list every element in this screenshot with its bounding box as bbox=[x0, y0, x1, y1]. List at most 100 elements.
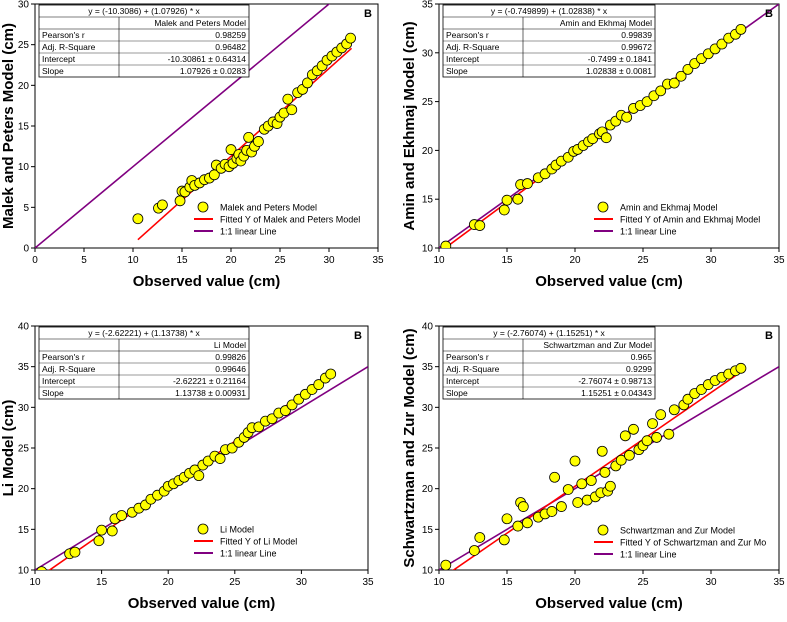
stats-row-label: Slope bbox=[42, 66, 64, 76]
data-point bbox=[69, 546, 81, 558]
y-tick-label: 15 bbox=[18, 122, 30, 133]
data-point bbox=[655, 85, 667, 97]
x-tick-label: 15 bbox=[501, 255, 513, 266]
data-point bbox=[655, 409, 667, 421]
chart-panel-2: 10 15 20 25 30 35 10 15 20 25 30 35 Observed value (… bbox=[401, 0, 785, 290]
y-tick-label: 25 bbox=[18, 444, 30, 455]
legend-label: 1:1 linear Line bbox=[220, 227, 277, 237]
stats-row-value: -0.7499 ± 0.1841 bbox=[588, 54, 652, 64]
data-point bbox=[647, 418, 658, 430]
data-point bbox=[556, 501, 567, 512]
y-tick-label: 10 bbox=[18, 566, 30, 577]
legend-label: Fitted Y of Li Model bbox=[220, 537, 297, 547]
stats-row-label: Intercept bbox=[42, 376, 76, 386]
legend-marker-points bbox=[597, 524, 609, 536]
stats-table: y = (-0.749899) + (1.02838) * x Amin and … bbox=[442, 4, 656, 78]
data-point bbox=[604, 480, 616, 492]
data-point bbox=[615, 454, 627, 466]
data-point bbox=[569, 455, 581, 467]
stats-model-name: Schwartzman and Zur Model bbox=[543, 340, 652, 350]
x-tick-label: 30 bbox=[323, 255, 335, 266]
chart-panel-4: 10 15 20 25 30 35 10 15 20 25 30 35 40 Observed value… bbox=[401, 322, 785, 613]
x-axis-title: Observed value (cm) bbox=[133, 273, 281, 290]
data-point bbox=[214, 453, 226, 464]
y-tick-label: 30 bbox=[18, 403, 30, 414]
x-tick-label: 25 bbox=[274, 255, 286, 266]
legend: Li Model Fitted Y of Li Model 1:1 linear L… bbox=[194, 523, 297, 559]
data-point bbox=[302, 77, 313, 89]
data-point bbox=[325, 368, 337, 380]
identity-line bbox=[35, 4, 331, 248]
y-axis-title: Malek and Peters Model (cm) bbox=[0, 23, 17, 229]
data-point bbox=[628, 423, 639, 435]
legend-label: Fitted Y of Schwartzman and Zur Mo bbox=[620, 538, 766, 548]
stats-row-value: 0.99672 bbox=[621, 42, 652, 52]
x-tick-label: 20 bbox=[163, 577, 175, 588]
chart-panel-3: 10 15 20 25 30 35 10 15 20 25 30 35 40 Observed value… bbox=[0, 322, 374, 613]
data-point bbox=[682, 63, 694, 75]
stats-equation: y = (-0.749899) + (1.02838) * x bbox=[491, 6, 608, 16]
stats-table: y = (-2.76074) + (1.15251) * x Schwartzma… bbox=[442, 326, 656, 400]
x-tick-label: 10 bbox=[433, 255, 445, 266]
data-point bbox=[498, 204, 510, 216]
y-tick-label: 25 bbox=[422, 444, 434, 455]
stats-table: y = (-2.62221) + (1.13738) * x Li Model Pe… bbox=[38, 326, 250, 400]
data-point bbox=[156, 199, 168, 211]
y-tick-label: 30 bbox=[422, 403, 434, 414]
stats-row-label: Adj. R-Square bbox=[446, 364, 500, 374]
data-point bbox=[106, 525, 118, 537]
data-point bbox=[282, 93, 294, 105]
data-point bbox=[641, 96, 653, 107]
x-axis-title: Observed value (cm) bbox=[535, 273, 683, 290]
stats-row-value: 0.965 bbox=[631, 352, 653, 362]
stats-row-value: 1.13738 ± 0.00931 bbox=[175, 388, 246, 398]
data-point bbox=[651, 432, 662, 443]
data-point bbox=[668, 77, 680, 89]
y-tick-label: 10 bbox=[18, 162, 30, 173]
y-tick-label: 35 bbox=[422, 362, 434, 373]
legend-label: Malek and Peters Model bbox=[220, 203, 317, 213]
y-tick-label: 10 bbox=[422, 566, 434, 577]
stats-row-label: Slope bbox=[446, 388, 468, 398]
data-point bbox=[116, 510, 127, 521]
panel-letter: B bbox=[354, 330, 362, 342]
x-axis-title: Observed value (cm) bbox=[128, 595, 276, 612]
y-axis-title: Schwartzman and Zur Model (cm) bbox=[401, 328, 418, 567]
data-point bbox=[668, 404, 680, 416]
stats-row-label: Adj. R-Square bbox=[42, 42, 96, 52]
stats-row-value: 0.96482 bbox=[215, 42, 246, 52]
y-tick-label: 15 bbox=[422, 525, 434, 536]
fitted-line bbox=[137, 47, 353, 241]
data-point bbox=[174, 195, 186, 207]
stats-row-value: 0.9299 bbox=[626, 364, 652, 374]
panel-letter: B bbox=[765, 330, 773, 342]
stats-row-value: 0.99826 bbox=[215, 352, 246, 362]
data-point bbox=[576, 478, 588, 490]
plot-content bbox=[35, 4, 356, 248]
legend: Malek and Peters Model Fitted Y of Malek … bbox=[194, 201, 360, 237]
stats-row-label: Intercept bbox=[42, 54, 76, 64]
x-tick-label: 35 bbox=[362, 577, 374, 588]
legend-label: Li Model bbox=[220, 525, 254, 535]
y-tick-label: 25 bbox=[422, 97, 434, 108]
stats-row-label: Pearson's r bbox=[446, 30, 489, 40]
stats-row-label: Intercept bbox=[446, 376, 480, 386]
x-tick-label: 35 bbox=[372, 255, 384, 266]
y-tick-label: 20 bbox=[422, 484, 434, 495]
stats-row-value: 1.15251 ± 0.04343 bbox=[581, 388, 652, 398]
x-tick-label: 10 bbox=[433, 577, 445, 588]
data-point bbox=[243, 131, 255, 143]
y-tick-label: 10 bbox=[422, 244, 434, 255]
data-point bbox=[624, 449, 635, 461]
legend-marker-points bbox=[197, 523, 209, 535]
stats-row-value: -10.30861 ± 0.64314 bbox=[168, 54, 247, 64]
data-point bbox=[193, 470, 205, 482]
data-point bbox=[735, 362, 747, 374]
plot-content bbox=[35, 365, 368, 570]
y-axis-title: Li Model (cm) bbox=[0, 400, 17, 497]
x-tick-label: 35 bbox=[773, 255, 785, 266]
x-axis-title: Observed value (cm) bbox=[535, 595, 683, 612]
legend-label: Schwartzman and Zur Model bbox=[620, 526, 735, 536]
data-point bbox=[735, 23, 747, 35]
